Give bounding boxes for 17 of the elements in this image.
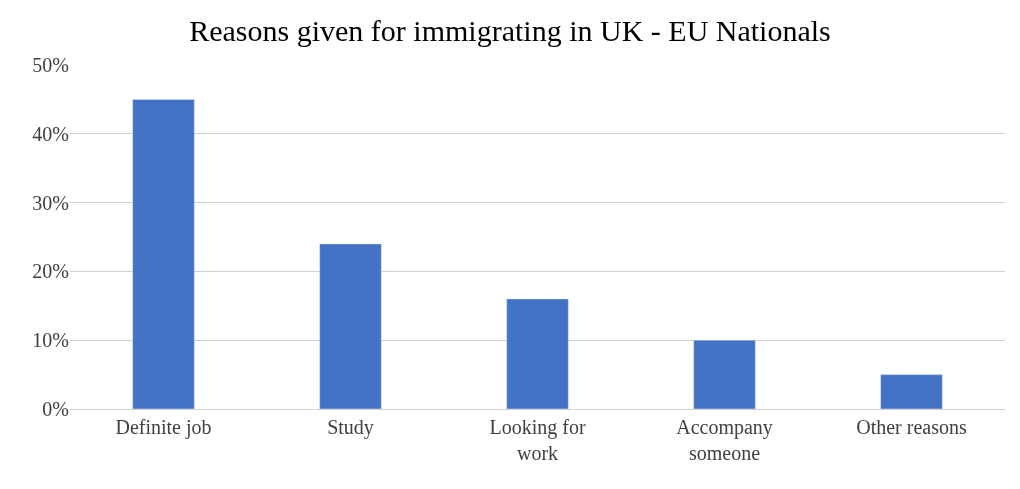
- bar: [506, 298, 569, 409]
- x-tick-label: Accompany someone: [676, 416, 773, 464]
- bar: [693, 339, 756, 409]
- bar: [880, 374, 943, 409]
- x-tick-label: Looking for work: [489, 416, 586, 464]
- bar: [132, 99, 195, 409]
- chart-title: Reasons given for immigrating in UK - EU Nationals: [189, 13, 831, 47]
- y-tick-label: 10%: [32, 329, 69, 352]
- y-tick-label: 20%: [32, 260, 69, 283]
- y-tick-label: 0%: [42, 398, 69, 420]
- bar: [319, 243, 382, 409]
- y-tick-label: 30%: [32, 191, 69, 214]
- y-tick-label: 50%: [32, 54, 69, 76]
- x-tick-label: Study: [327, 416, 374, 439]
- x-tick-label: Definite job: [115, 416, 212, 439]
- x-tick-label: Other reasons: [856, 416, 967, 438]
- y-tick-label: 40%: [32, 122, 69, 145]
